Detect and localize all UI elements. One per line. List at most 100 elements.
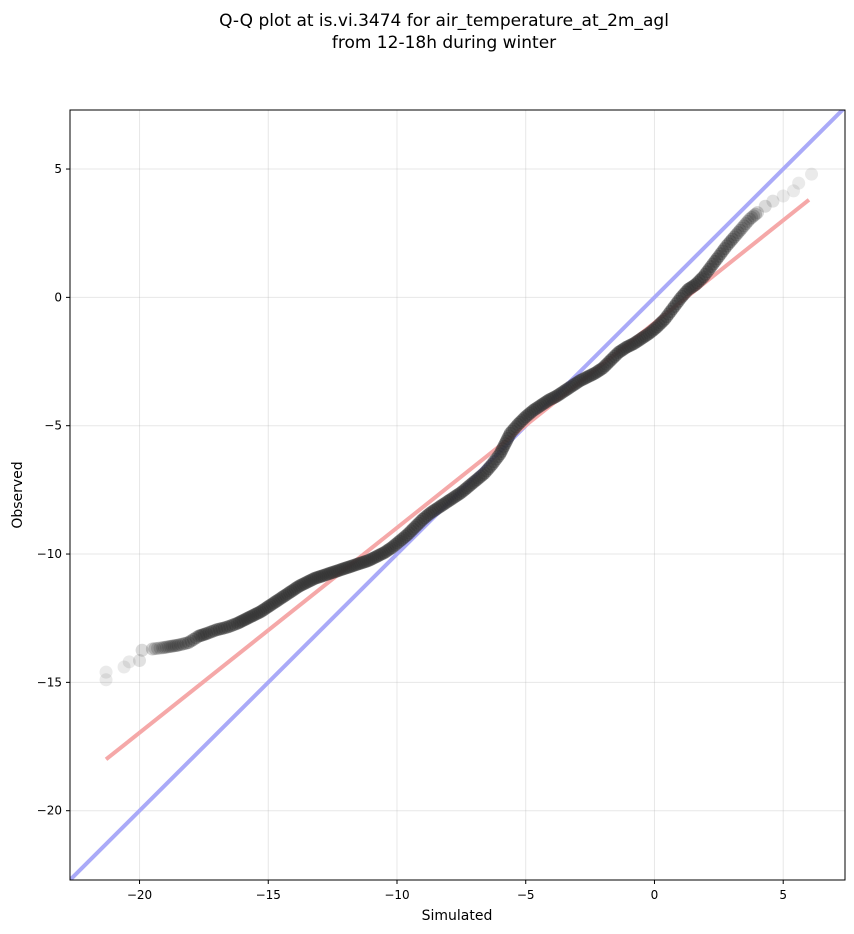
qq-point-8 bbox=[151, 641, 165, 655]
qq-point-253 bbox=[633, 333, 647, 347]
qq-point-205 bbox=[540, 394, 554, 408]
qq-point-88 bbox=[319, 568, 333, 582]
qq-point-254 bbox=[635, 331, 649, 345]
qq-point-25 bbox=[189, 631, 203, 645]
qq-point-51 bbox=[248, 608, 262, 622]
qq-point-67 bbox=[279, 588, 293, 602]
qq-point-73 bbox=[290, 580, 304, 594]
qq-point-234 bbox=[596, 361, 610, 375]
qq-point-35 bbox=[212, 622, 226, 636]
qq-point-306 bbox=[735, 221, 749, 235]
qq-point-307 bbox=[737, 219, 751, 233]
qq-point-106 bbox=[354, 556, 368, 570]
qq-point-53 bbox=[252, 606, 266, 620]
qq-point-112 bbox=[366, 552, 380, 566]
qq-point-178 bbox=[493, 447, 507, 461]
qq-point-137 bbox=[414, 514, 428, 528]
qq-point-38 bbox=[220, 620, 234, 634]
qq-point-55 bbox=[255, 604, 269, 617]
qq-point-232 bbox=[592, 364, 606, 378]
qq-point-135 bbox=[410, 518, 424, 532]
qq-point-179 bbox=[494, 444, 508, 458]
qq-point-169 bbox=[476, 468, 490, 482]
qq-point-115 bbox=[371, 549, 385, 563]
fit-line bbox=[104, 198, 811, 761]
qq-point-271 bbox=[667, 299, 681, 313]
qq-point-260 bbox=[646, 323, 660, 337]
qq-point-119 bbox=[379, 544, 393, 558]
qq-point-171 bbox=[479, 464, 493, 478]
qq-point-299 bbox=[721, 237, 735, 251]
qq-point-9 bbox=[153, 641, 167, 655]
qq-point-29 bbox=[198, 627, 212, 641]
qq-point-252 bbox=[631, 334, 645, 348]
qq-point-239 bbox=[606, 351, 620, 365]
qq-point-272 bbox=[669, 297, 683, 311]
qq-point-264 bbox=[654, 316, 668, 330]
qq-point-76 bbox=[296, 577, 310, 591]
qq-point-94 bbox=[331, 564, 345, 578]
qq-point-64 bbox=[273, 592, 287, 606]
qq-point-83 bbox=[310, 571, 324, 585]
qq-point-159 bbox=[456, 484, 470, 498]
qq-point-124 bbox=[389, 537, 403, 551]
qq-point-288 bbox=[700, 265, 714, 279]
qq-point-134 bbox=[408, 520, 422, 534]
qq-point-63 bbox=[271, 593, 285, 607]
qq-point-158 bbox=[454, 485, 468, 499]
qq-point-95 bbox=[333, 563, 347, 577]
qq-point-262 bbox=[650, 320, 664, 334]
qq-point-69 bbox=[282, 586, 296, 600]
qq-point-31 bbox=[202, 626, 216, 640]
qq-point-75 bbox=[294, 578, 308, 592]
qq-point-13 bbox=[161, 640, 175, 654]
qq-point-30 bbox=[199, 627, 213, 641]
qq-point-170 bbox=[478, 466, 492, 480]
qq-point-147 bbox=[433, 500, 447, 514]
qq-point-241 bbox=[609, 347, 623, 361]
qq-point-229 bbox=[586, 367, 600, 381]
qq-point-54 bbox=[254, 605, 268, 619]
qq-point-113 bbox=[367, 551, 381, 565]
qq-point-235 bbox=[598, 359, 612, 373]
x-tick-label-1: −15 bbox=[256, 888, 281, 902]
qq-point-96 bbox=[335, 562, 349, 576]
qq-point-180 bbox=[496, 442, 510, 456]
qq-point-65 bbox=[275, 591, 289, 605]
x-tick-label-3: −5 bbox=[517, 888, 535, 902]
qq-point-186 bbox=[503, 426, 517, 440]
qq-point-269 bbox=[664, 304, 678, 318]
qq-point-59 bbox=[263, 598, 277, 612]
qq-point-287 bbox=[698, 267, 712, 281]
qq-point-199 bbox=[528, 402, 542, 416]
qq-point-151 bbox=[441, 494, 455, 508]
x-tick-label-4: 0 bbox=[651, 888, 659, 902]
qq-point-90 bbox=[323, 566, 337, 580]
qq-point-295 bbox=[714, 247, 728, 261]
qq-point-61 bbox=[267, 596, 281, 610]
qq-point-131 bbox=[402, 526, 416, 540]
qq-point-46 bbox=[238, 612, 252, 626]
qq-point-167 bbox=[472, 471, 486, 485]
qq-point-313 bbox=[749, 207, 763, 221]
qq-point-267 bbox=[660, 310, 674, 324]
qq-point-123 bbox=[387, 539, 401, 553]
qq-point-214 bbox=[557, 384, 571, 398]
qq-point-50 bbox=[246, 609, 260, 623]
y-tick-label-4: 0 bbox=[54, 290, 62, 304]
qq-point-294 bbox=[712, 249, 726, 263]
qq-point-148 bbox=[435, 498, 449, 512]
x-axis-label: Simulated bbox=[422, 908, 493, 924]
qq-point-304 bbox=[731, 226, 745, 240]
qq-point-21 bbox=[179, 636, 193, 650]
qq-point-129 bbox=[398, 529, 412, 543]
qq-point-154 bbox=[447, 491, 461, 505]
qq-point-77 bbox=[298, 576, 312, 590]
qq-point-194 bbox=[519, 410, 533, 424]
qq-point-155 bbox=[449, 489, 463, 503]
qq-point-289 bbox=[702, 262, 716, 276]
qq-point-279 bbox=[683, 281, 697, 295]
qq-point-58 bbox=[261, 600, 275, 614]
qq-point-39 bbox=[223, 619, 237, 633]
qq-point-163 bbox=[464, 477, 478, 491]
